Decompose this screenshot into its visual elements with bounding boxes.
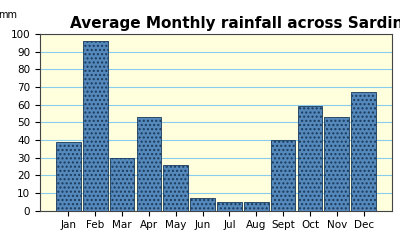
Bar (83, 41, 108, 211)
Bar (351, 92, 376, 211)
Bar (298, 106, 322, 211)
Bar (136, 117, 161, 211)
Text: mm: mm (0, 10, 17, 20)
Bar (324, 117, 349, 211)
Bar (244, 202, 269, 211)
Bar (271, 140, 296, 211)
Bar (56, 142, 81, 211)
Bar (163, 165, 188, 211)
Bar (217, 202, 242, 211)
Bar (190, 198, 215, 211)
Title: Average Monthly rainfall across Sardinia: Average Monthly rainfall across Sardinia (70, 16, 400, 31)
Bar (110, 158, 134, 211)
